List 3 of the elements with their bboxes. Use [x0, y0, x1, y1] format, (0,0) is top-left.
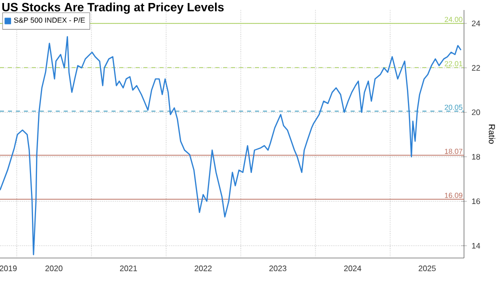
chart-title: US Stocks Are Trading at Pricey Levels: [2, 2, 224, 14]
y-axis-title: Ratio: [488, 124, 496, 144]
line-series: [0, 36, 462, 256]
